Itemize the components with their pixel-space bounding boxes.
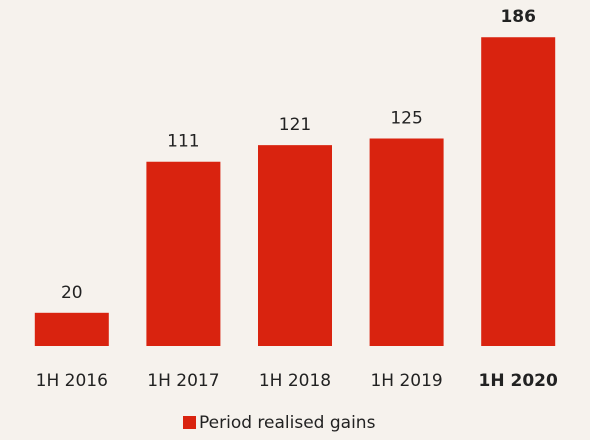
value-label: 125 <box>390 109 422 129</box>
value-label: 186 <box>500 7 536 27</box>
bar <box>481 37 556 347</box>
legend-label: Period realised gains <box>199 413 376 433</box>
bar <box>34 312 109 346</box>
legend-swatch <box>183 416 196 429</box>
x-tick-label: 1H 2020 <box>479 371 558 391</box>
x-tick-label: 1H 2016 <box>36 371 108 391</box>
x-tick-label: 1H 2018 <box>259 371 331 391</box>
value-label: 20 <box>61 283 83 303</box>
value-label: 121 <box>279 115 311 135</box>
bar <box>146 161 221 346</box>
value-label: 111 <box>167 132 199 152</box>
bar <box>258 145 332 346</box>
bar <box>369 138 444 346</box>
x-tick-label: 1H 2019 <box>370 371 442 391</box>
x-tick-label: 1H 2017 <box>147 371 219 391</box>
